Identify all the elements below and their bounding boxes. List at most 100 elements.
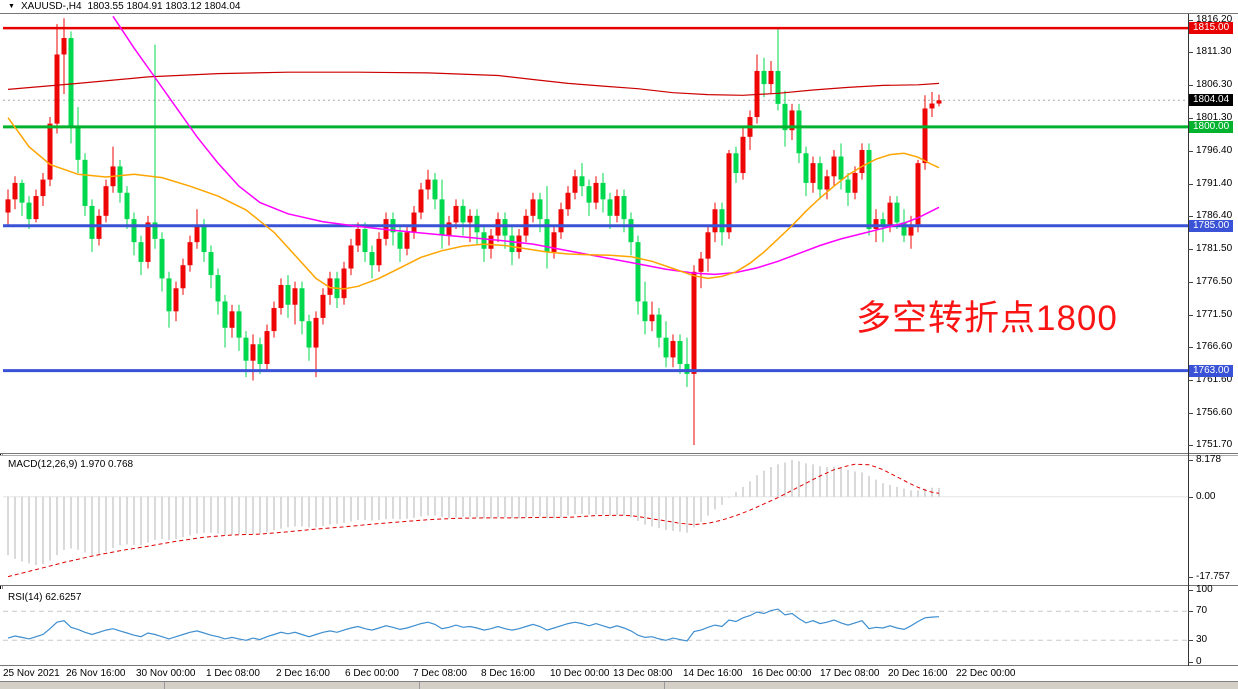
axis-tick-label: 1801.30 — [1196, 112, 1233, 124]
candle-body — [26, 202, 32, 220]
axis-tick-label: 1776.50 — [1196, 275, 1233, 287]
candle-body — [551, 232, 557, 253]
time-axis[interactable]: 25 Nov 2021 26 Nov 16:00 30 Nov 00:00 1 Dec… — [0, 666, 1238, 681]
candle-body — [250, 344, 256, 361]
axis-tick — [1188, 150, 1193, 152]
candle-body — [789, 110, 795, 131]
candle-body — [313, 317, 319, 348]
price-line-badge: 1815.00 — [1189, 22, 1234, 35]
candle-body — [782, 103, 788, 131]
price-line-badge: 1800.00 — [1189, 120, 1234, 133]
candle-body — [5, 199, 11, 213]
macd-canvas[interactable] — [3, 456, 1188, 585]
candle-body — [299, 288, 305, 322]
axis-tick-label: 8.178 — [1196, 453, 1222, 465]
candle-body — [922, 108, 928, 164]
candle-body — [145, 222, 151, 262]
axis-tick — [1188, 379, 1193, 381]
moving-averages-layer — [7, 15, 940, 290]
time-label: 10 Dec 00:00 — [550, 668, 610, 679]
candle-body — [425, 179, 431, 190]
axis-tick-label: 1816.20 — [1196, 14, 1233, 26]
axis-tick-label: 30 — [1196, 634, 1208, 646]
candle-body — [509, 235, 515, 253]
axis-tick — [1188, 496, 1193, 498]
price-line-badge: 1763.00 — [1189, 364, 1234, 377]
axis-tick-label: 1796.40 — [1196, 144, 1233, 156]
candle-body — [614, 196, 620, 216]
candle-body — [201, 225, 207, 253]
candle-body — [208, 252, 214, 276]
time-label: 8 Dec 16:00 — [481, 668, 535, 679]
candle-body — [152, 222, 158, 239]
candles-layer — [5, 18, 942, 446]
candle-body — [936, 100, 942, 104]
candle-body — [607, 199, 613, 216]
candle-body — [257, 344, 263, 365]
candle-body — [320, 294, 326, 318]
candle-body — [12, 182, 18, 200]
strip-segment — [0, 682, 165, 689]
axis-tick — [1188, 346, 1193, 348]
horizontal-lines-layer — [3, 26, 1188, 373]
axis-tick — [1188, 412, 1193, 414]
candle-body — [369, 252, 375, 266]
candle-body — [19, 182, 25, 203]
axis-tick-label: 70 — [1196, 605, 1208, 617]
bottom-scroll-strip[interactable] — [0, 681, 1238, 689]
time-label: 16 Dec 00:00 — [752, 668, 812, 679]
candle-body — [173, 288, 179, 312]
candle-body — [887, 202, 893, 226]
candle-body — [404, 232, 410, 249]
candle-body — [761, 70, 767, 85]
candle-body — [40, 179, 46, 197]
candle-body — [824, 176, 830, 190]
time-label: 1 Dec 08:00 — [206, 668, 260, 679]
candle-body — [411, 212, 417, 233]
candle-body — [362, 228, 368, 253]
chart-dropdown-icon[interactable]: ▼ — [8, 2, 15, 10]
candle-body — [817, 163, 823, 190]
candle-body — [565, 192, 571, 210]
rsi-canvas[interactable] — [3, 589, 1188, 666]
candle-body — [236, 311, 242, 338]
candle-body — [117, 166, 123, 193]
candle-body — [705, 232, 711, 259]
candle-body — [733, 153, 739, 174]
candle-body — [649, 314, 655, 322]
price-line-badge: 1804.04 — [1189, 94, 1234, 107]
rsi-line — [7, 608, 940, 642]
candle-body — [47, 123, 53, 180]
candle-body — [180, 265, 186, 289]
strip-segment — [421, 682, 665, 689]
rsi-label: RSI(14) 62.6257 — [8, 592, 82, 603]
candle-body — [873, 219, 879, 229]
candle-body — [432, 179, 438, 200]
candle-body — [474, 215, 480, 233]
axis-tick — [1188, 611, 1193, 613]
candle-body — [803, 153, 809, 183]
time-label: 20 Dec 16:00 — [888, 668, 948, 679]
axis-tick-label: -17.757 — [1196, 570, 1230, 582]
axis-tick — [1188, 640, 1193, 642]
price-chart-canvas[interactable] — [3, 14, 1188, 453]
candle-body — [488, 235, 494, 249]
chart-title-symbol: XAUUSD-,H4 — [20, 1, 82, 12]
candle-body — [544, 219, 550, 253]
ma-magenta — [112, 15, 940, 276]
ma-red — [7, 71, 940, 96]
candle-body — [915, 163, 921, 225]
candle-body — [712, 209, 718, 233]
candle-body — [68, 37, 74, 127]
axis-tick — [1188, 118, 1193, 120]
candle-body — [719, 209, 725, 233]
candle-body — [656, 314, 662, 338]
candle-body — [460, 205, 466, 223]
axis-tick — [1188, 576, 1193, 578]
candle-body — [628, 219, 634, 243]
candle-body — [495, 219, 501, 236]
chart-title-ohlc: 1803.55 1804.91 1803.12 1804.04 — [87, 1, 241, 12]
candle-body — [243, 337, 249, 361]
axis-tick — [1188, 445, 1193, 446]
candle-body — [229, 311, 235, 328]
